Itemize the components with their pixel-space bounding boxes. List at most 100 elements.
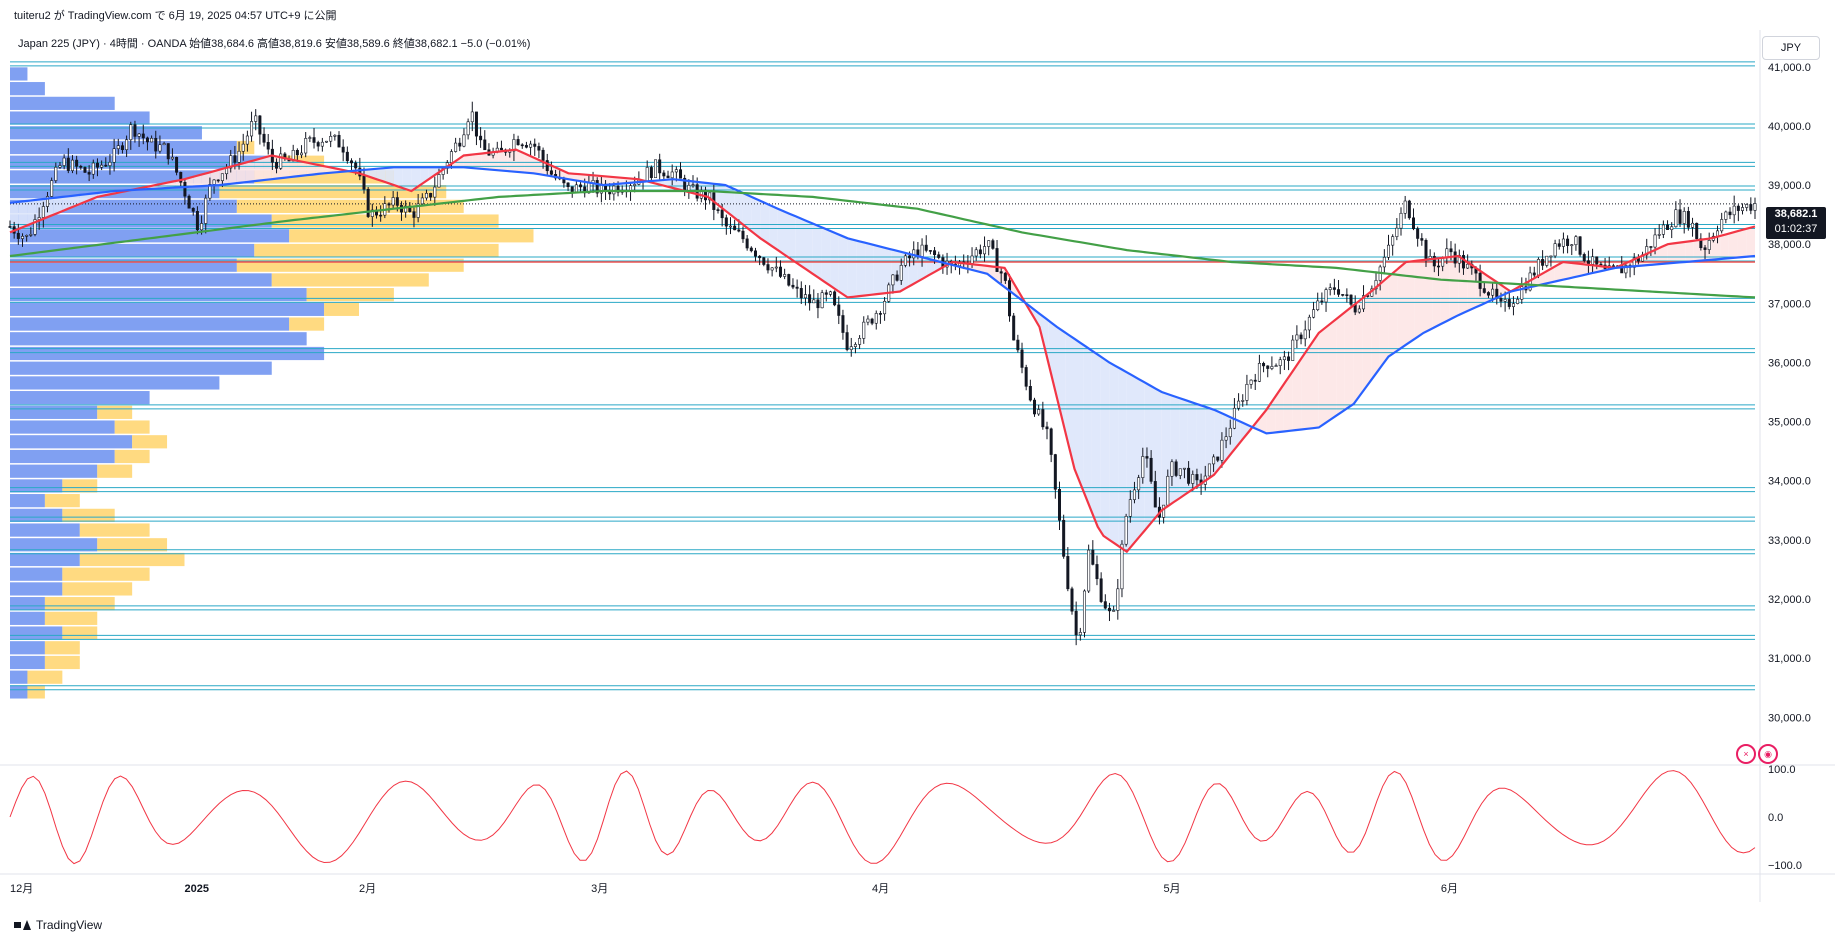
candle-body	[649, 167, 653, 178]
vp-bar-up	[10, 641, 45, 655]
candle-body	[1299, 334, 1303, 340]
candle-body	[391, 197, 395, 206]
candle-body	[1287, 356, 1291, 361]
candle-body	[983, 246, 987, 255]
candle-body	[100, 164, 104, 168]
ma-fill-segment	[1144, 382, 1153, 531]
vp-bar-up	[10, 67, 28, 81]
candle-body	[720, 209, 724, 219]
vp-bar-down	[44, 494, 80, 508]
currency-selector[interactable]: JPY	[1762, 36, 1820, 60]
candle-body	[341, 146, 345, 153]
candle-body	[828, 291, 832, 295]
vp-bar-down	[62, 508, 115, 522]
ma-fill-segment	[1327, 319, 1337, 422]
candle-body	[1749, 204, 1753, 211]
candle-body	[424, 193, 428, 199]
candle-body	[1691, 222, 1695, 228]
candle-body	[50, 180, 54, 197]
osc-tick-label: −100.0	[1768, 860, 1802, 872]
candle-body	[254, 115, 258, 122]
replay-icon[interactable]: ×	[1736, 744, 1756, 764]
candle-body	[595, 180, 599, 194]
candles	[8, 101, 1757, 646]
tradingview-brand[interactable]: TradingView	[14, 918, 102, 932]
candle-body	[8, 226, 12, 228]
vp-bar-down	[306, 288, 394, 302]
candle-body	[791, 284, 795, 288]
candle-body	[1707, 240, 1711, 250]
candle-body	[1720, 219, 1724, 232]
ma-fill-segment	[1362, 291, 1372, 393]
ma-fill-segment	[865, 242, 874, 296]
candle-body	[716, 209, 720, 211]
candle-body	[362, 175, 366, 190]
candle-body	[45, 196, 49, 207]
candle-body	[462, 134, 466, 147]
alert-buttons[interactable]: × ◉	[1736, 744, 1778, 764]
candle-body	[674, 169, 678, 173]
vp-bar-down	[27, 685, 45, 699]
candle-body	[1670, 226, 1674, 230]
candle-body	[1312, 309, 1316, 318]
candle-body	[308, 137, 312, 139]
candle-body	[1191, 474, 1195, 484]
vp-bar-up	[10, 655, 45, 670]
candle-body	[466, 121, 470, 136]
ma-fill-segment	[1283, 371, 1293, 432]
ma-fill-segment	[79, 193, 89, 205]
ma-fill-segment	[1257, 409, 1267, 434]
candle-body	[1661, 224, 1665, 235]
candle-body	[937, 254, 941, 258]
candle-body	[1436, 265, 1440, 268]
candle-body	[1295, 334, 1299, 341]
candle-body	[903, 255, 907, 266]
vp-bar-up	[10, 626, 63, 640]
candle-body	[470, 111, 474, 123]
symbol-legend[interactable]: Japan 225 (JPY) · 4時間 · OANDA 始値38,684.6…	[18, 38, 531, 50]
candle-body	[774, 266, 778, 269]
candle-body	[579, 184, 583, 188]
candle-body	[208, 184, 212, 199]
vp-bar-down	[289, 317, 325, 331]
candle-body	[258, 115, 262, 135]
candle-body	[858, 338, 862, 345]
candle-body	[1536, 259, 1540, 276]
candle-body	[1561, 238, 1565, 247]
candle-body	[1028, 386, 1032, 401]
candle-body	[1012, 315, 1016, 341]
ma-fill-segment	[254, 157, 264, 182]
vp-bar-up	[10, 552, 80, 567]
candle-body	[1207, 463, 1211, 477]
candle-body	[1332, 287, 1336, 290]
candle-body	[429, 193, 433, 198]
ma-fill-segment	[1109, 362, 1119, 546]
candle-body	[1499, 298, 1503, 302]
ma-fill-segment	[1344, 305, 1354, 410]
ma-fill-segment	[760, 200, 770, 245]
candle-body	[516, 139, 520, 146]
candle-body	[1424, 240, 1428, 259]
candle-body	[350, 160, 354, 164]
vp-bar-down	[79, 523, 150, 537]
candle-body	[116, 145, 120, 150]
candle-body	[974, 249, 978, 257]
candle-body	[1120, 543, 1124, 590]
candle-body	[170, 156, 174, 160]
candle-body	[1078, 632, 1082, 636]
candle-body	[379, 214, 383, 217]
ma-fill-segment	[838, 234, 848, 298]
ma-fill-segment	[1423, 259, 1433, 333]
vp-bar-up	[10, 464, 98, 478]
vp-bar-down	[62, 567, 150, 581]
candle-body	[33, 219, 37, 235]
candle-body	[250, 121, 254, 137]
target-icon[interactable]: ◉	[1758, 744, 1778, 764]
candle-body	[54, 166, 58, 181]
candle-body	[1578, 236, 1582, 255]
vp-bar-down	[62, 479, 98, 493]
vp-bar-up	[10, 229, 290, 243]
candle-body	[1566, 238, 1570, 246]
candle-body	[920, 244, 924, 257]
